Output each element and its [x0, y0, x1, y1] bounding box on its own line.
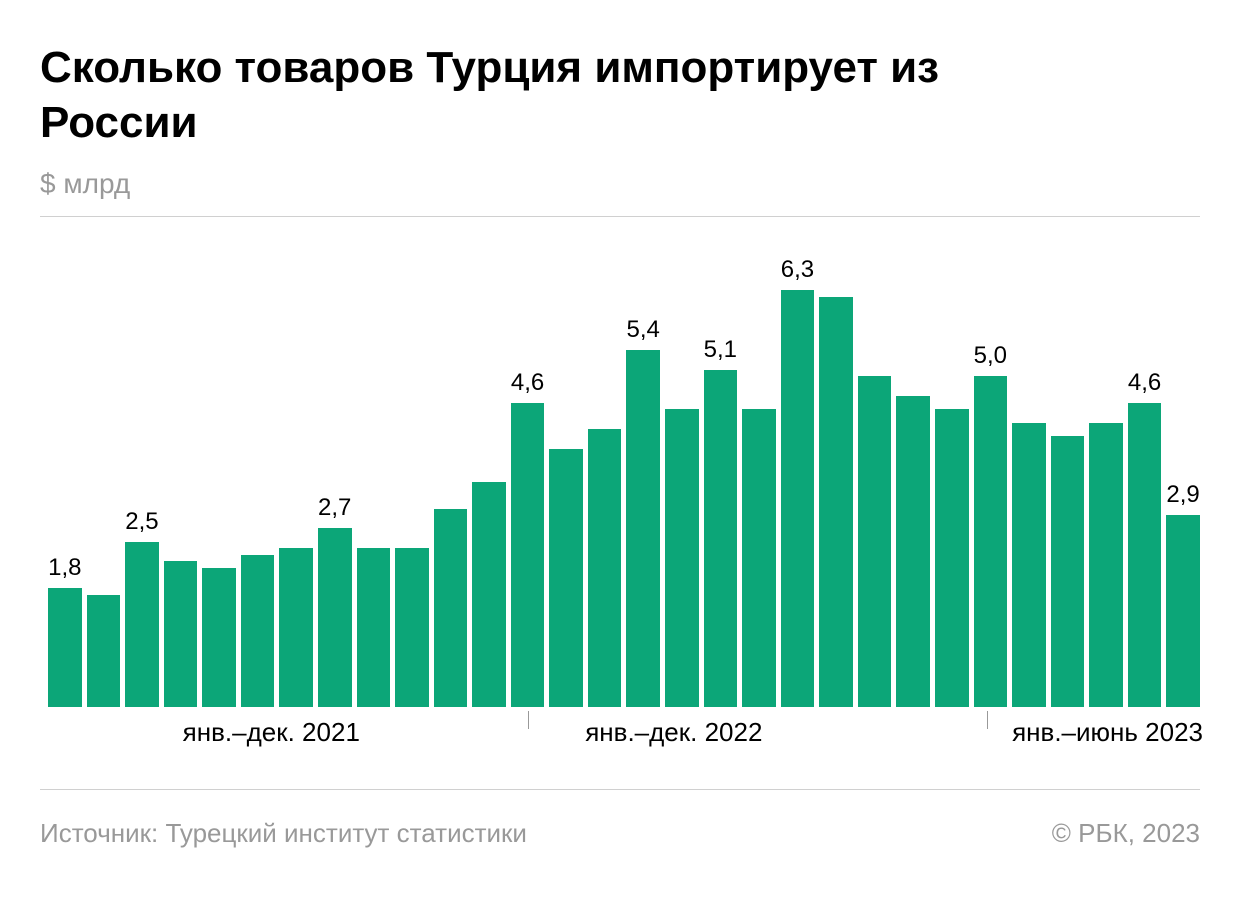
chart-title: Сколько товаров Турция импортирует из Ро… — [40, 40, 1000, 150]
bar-wrap: 2,7 — [318, 277, 352, 707]
bar-wrap — [164, 277, 198, 707]
bar — [549, 449, 583, 707]
bar — [1166, 515, 1200, 707]
bar-wrap — [279, 277, 313, 707]
bar — [1089, 423, 1123, 707]
bar — [125, 542, 159, 707]
bar-wrap: 1,8 — [48, 277, 82, 707]
bar — [279, 548, 313, 707]
bars-container: 1,8 2,5 2,7 4,6 5,4 5,1 6,3 5,0 4,6 2,9 — [40, 277, 1200, 707]
period-tick — [528, 711, 529, 729]
bar-wrap — [357, 277, 391, 707]
bar-wrap — [858, 277, 892, 707]
bar — [48, 588, 82, 707]
source-text: Источник: Турецкий институт статистики — [40, 818, 527, 849]
bar-wrap: 4,6 — [511, 277, 545, 707]
copyright-text: © РБК, 2023 — [1052, 818, 1200, 849]
bar-wrap — [819, 277, 853, 707]
bar-wrap: 6,3 — [781, 277, 815, 707]
bar — [974, 376, 1008, 707]
bar — [87, 595, 121, 707]
chart-subtitle: $ млрд — [40, 168, 1200, 200]
bar-wrap — [665, 277, 699, 707]
bar-wrap — [1012, 277, 1046, 707]
bar — [665, 409, 699, 707]
bottom-rule — [40, 789, 1200, 790]
bar-value-label: 6,3 — [781, 256, 814, 284]
bar-value-label: 4,6 — [1128, 369, 1161, 397]
bar — [511, 403, 545, 707]
period-label: янв.–дек. 2021 — [183, 717, 360, 748]
footer: Источник: Турецкий институт статистики ©… — [40, 818, 1200, 849]
bar-value-label: 2,7 — [318, 494, 351, 522]
bar — [819, 297, 853, 707]
bar — [472, 482, 506, 707]
bar — [858, 376, 892, 707]
bar — [896, 396, 930, 707]
bar-wrap — [87, 277, 121, 707]
bar — [1128, 403, 1162, 707]
bar-wrap: 4,6 — [1128, 277, 1162, 707]
bar-value-label: 5,1 — [704, 336, 737, 364]
bar-value-label: 4,6 — [511, 369, 544, 397]
bar — [1012, 423, 1046, 707]
bar-wrap — [742, 277, 776, 707]
bar-wrap: 5,4 — [626, 277, 660, 707]
bar — [1051, 436, 1085, 707]
bar-wrap — [896, 277, 930, 707]
bar-value-label: 5,0 — [974, 342, 1007, 370]
period-label: янв.–дек. 2022 — [585, 717, 762, 748]
top-rule — [40, 216, 1200, 217]
bar-wrap — [472, 277, 506, 707]
bar-wrap — [395, 277, 429, 707]
bar-wrap — [434, 277, 468, 707]
bar — [588, 429, 622, 707]
bar — [357, 548, 391, 707]
bar — [202, 568, 236, 707]
chart-area: 1,8 2,5 2,7 4,6 5,4 5,1 6,3 5,0 4,6 2,9 — [40, 277, 1200, 707]
period-label: янв.–июнь 2023 — [1012, 717, 1203, 748]
bar — [434, 509, 468, 707]
bar-value-label: 2,5 — [125, 508, 158, 536]
bar — [318, 528, 352, 707]
bar-wrap — [1051, 277, 1085, 707]
bar-value-label: 1,8 — [48, 554, 81, 582]
bar-wrap — [1089, 277, 1123, 707]
bar-wrap — [549, 277, 583, 707]
bar — [164, 561, 198, 707]
period-tick — [987, 711, 988, 729]
bar-wrap — [935, 277, 969, 707]
bar — [742, 409, 776, 707]
bar-wrap — [202, 277, 236, 707]
bar — [395, 548, 429, 707]
bar — [241, 555, 275, 707]
bar-wrap: 2,5 — [125, 277, 159, 707]
bar — [704, 370, 738, 707]
x-axis: янв.–дек. 2021 янв.–дек. 2022 янв.–июнь 20… — [40, 711, 1200, 761]
bar-wrap: 5,0 — [974, 277, 1008, 707]
bar — [935, 409, 969, 707]
bar — [781, 290, 815, 707]
bar-value-label: 5,4 — [627, 316, 660, 344]
bar-wrap: 2,9 — [1166, 277, 1200, 707]
bar-wrap — [588, 277, 622, 707]
bar — [626, 350, 660, 707]
bar-wrap — [241, 277, 275, 707]
bar-value-label: 2,9 — [1166, 481, 1199, 509]
bar-wrap: 5,1 — [704, 277, 738, 707]
